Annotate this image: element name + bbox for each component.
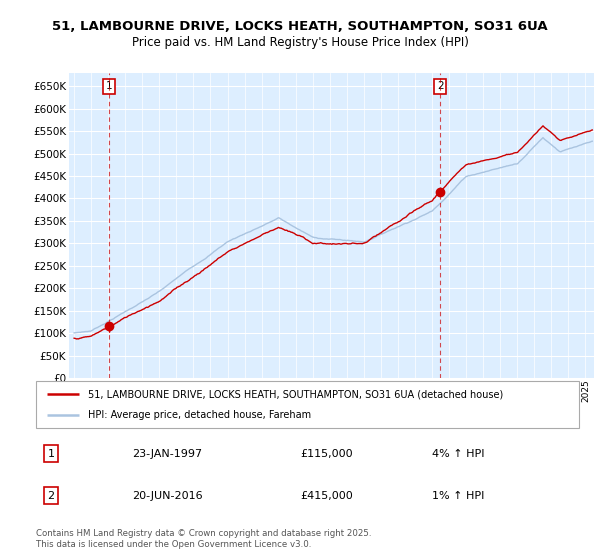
Text: 51, LAMBOURNE DRIVE, LOCKS HEATH, SOUTHAMPTON, SO31 6UA: 51, LAMBOURNE DRIVE, LOCKS HEATH, SOUTHA…	[52, 20, 548, 32]
Text: 51, LAMBOURNE DRIVE, LOCKS HEATH, SOUTHAMPTON, SO31 6UA (detached house): 51, LAMBOURNE DRIVE, LOCKS HEATH, SOUTHA…	[88, 389, 503, 399]
Text: £415,000: £415,000	[300, 491, 353, 501]
Text: 1: 1	[106, 81, 113, 91]
Text: 23-JAN-1997: 23-JAN-1997	[132, 449, 202, 459]
Text: Price paid vs. HM Land Registry's House Price Index (HPI): Price paid vs. HM Land Registry's House …	[131, 36, 469, 49]
Text: 4% ↑ HPI: 4% ↑ HPI	[432, 449, 485, 459]
Text: £115,000: £115,000	[300, 449, 353, 459]
Text: 20-JUN-2016: 20-JUN-2016	[132, 491, 203, 501]
Text: HPI: Average price, detached house, Fareham: HPI: Average price, detached house, Fare…	[88, 410, 311, 420]
Text: 1: 1	[47, 449, 55, 459]
Text: Contains HM Land Registry data © Crown copyright and database right 2025.
This d: Contains HM Land Registry data © Crown c…	[36, 529, 371, 549]
Text: 2: 2	[47, 491, 55, 501]
Text: 2: 2	[437, 81, 443, 91]
FancyBboxPatch shape	[36, 381, 579, 428]
Text: 1% ↑ HPI: 1% ↑ HPI	[432, 491, 484, 501]
